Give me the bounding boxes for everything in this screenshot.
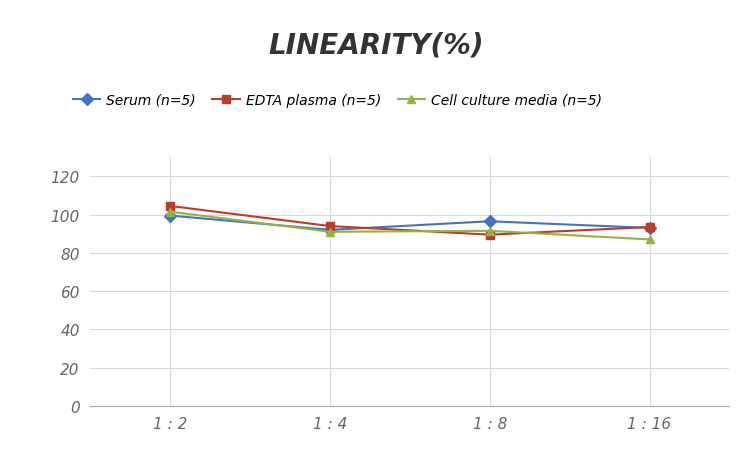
Cell culture media (n=5)	[485, 229, 494, 234]
Cell culture media (n=5)	[165, 210, 174, 215]
Legend: Serum (n=5), EDTA plasma (n=5), Cell culture media (n=5): Serum (n=5), EDTA plasma (n=5), Cell cul…	[67, 88, 608, 113]
Serum (n=5)	[485, 219, 494, 225]
Serum (n=5)	[326, 228, 335, 233]
EDTA plasma (n=5)	[485, 232, 494, 238]
Serum (n=5)	[165, 213, 174, 219]
Text: LINEARITY(%): LINEARITY(%)	[268, 32, 484, 60]
EDTA plasma (n=5)	[165, 204, 174, 209]
Serum (n=5)	[645, 226, 654, 231]
Cell culture media (n=5)	[326, 230, 335, 235]
Line: Serum (n=5): Serum (n=5)	[166, 212, 653, 235]
Line: Cell culture media (n=5): Cell culture media (n=5)	[166, 208, 653, 244]
Line: EDTA plasma (n=5): EDTA plasma (n=5)	[166, 202, 653, 239]
EDTA plasma (n=5)	[645, 225, 654, 230]
EDTA plasma (n=5)	[326, 224, 335, 229]
Cell culture media (n=5)	[645, 237, 654, 243]
